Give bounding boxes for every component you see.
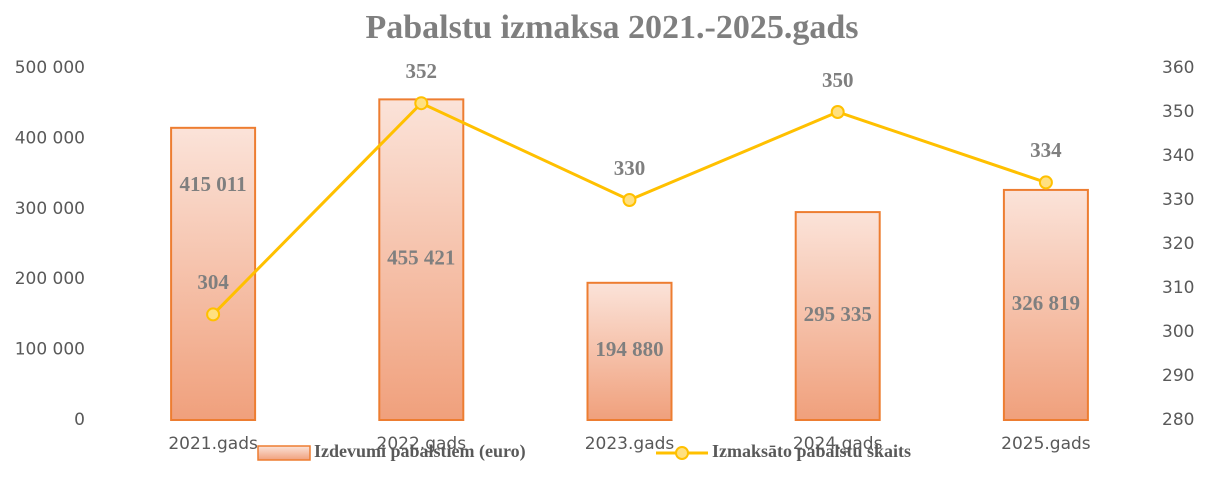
legend-marker [675,446,689,460]
data-label: 350 [822,68,854,92]
y2-tick-label: 340 [1162,146,1194,166]
bar [170,126,257,422]
data-label: 334 [1030,138,1062,162]
y-tick-label: 200 000 [15,269,85,289]
data-label: 295 335 [804,302,872,326]
y2-tick-label: 330 [1162,190,1194,210]
x-tick-label: 2023.gads [585,434,675,454]
y2-tick-label: 310 [1162,278,1194,298]
data-label: 326 819 [1012,291,1080,315]
y2-tick-label: 320 [1162,234,1194,254]
y-tick-label: 0 [74,410,85,430]
x-tick-label: 2025.gads [1001,434,1091,454]
x-tick-label: 2021.gads [168,434,258,454]
legend-swatch [257,445,311,461]
y-tick-label: 300 000 [15,199,85,219]
marker [1038,175,1053,190]
marker [830,105,845,119]
chart-title: Pabalstu izmaksa 2021.-2025.gads [365,9,858,46]
marker [622,193,637,207]
legend-label: Izmaksāto pabalstu skaits [712,441,911,461]
y2-tick-label: 360 [1162,58,1194,78]
data-label: 330 [614,156,646,180]
y2-tick-label: 350 [1162,102,1194,122]
marker [414,96,429,111]
y-tick-label: 100 000 [15,340,85,360]
legend-label: Izdevumi pabalstiem (euro) [314,441,526,462]
y2-tick-label: 300 [1162,322,1194,342]
data-label: 415 011 [180,172,247,196]
y2-tick-label: 280 [1162,410,1194,430]
bar [586,281,673,421]
x-tick-label: 2024.gads [793,434,883,454]
bar [1002,188,1089,421]
bar [794,211,881,421]
bar [378,98,465,422]
data-label: 352 [406,59,438,83]
x-tick-label: 2022.gads [377,434,467,454]
y2-tick-label: 290 [1162,366,1194,386]
marker [206,307,221,322]
y-tick-label: 500 000 [15,58,85,78]
data-label: 304 [197,270,229,294]
data-label: 455 421 [387,246,455,270]
y-tick-label: 400 000 [15,128,85,148]
data-label: 194 880 [595,337,663,361]
